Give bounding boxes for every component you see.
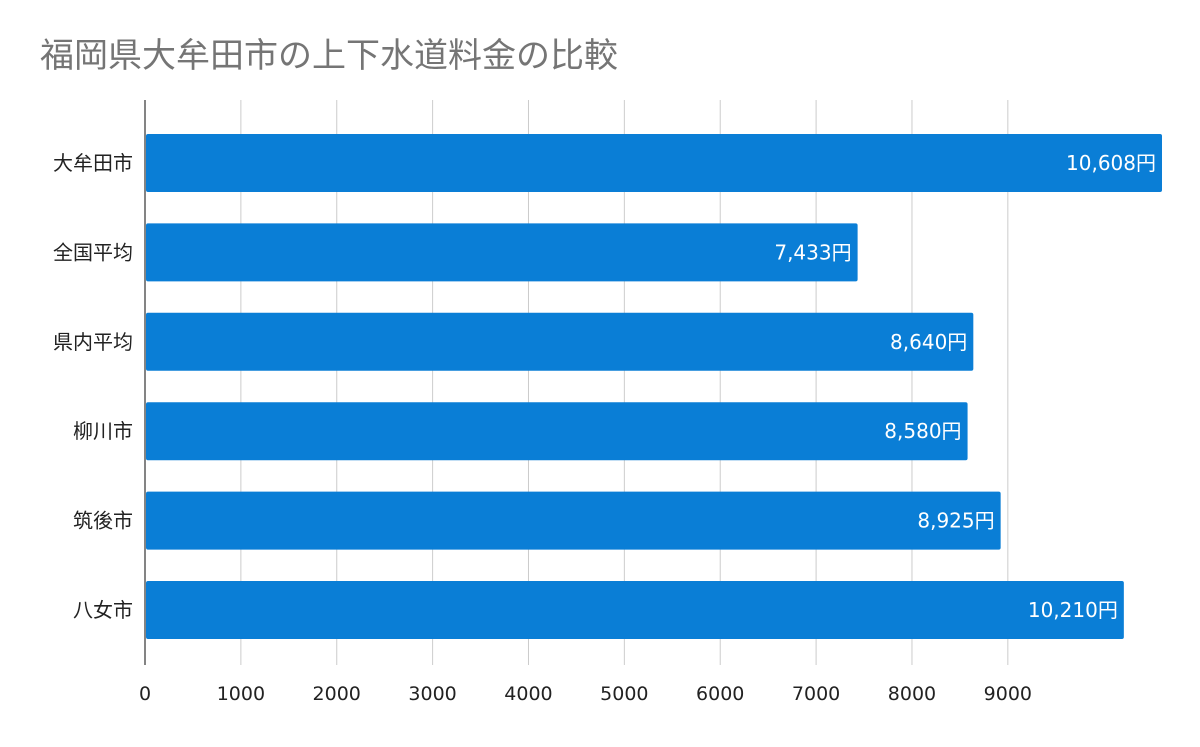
data-label: 10,608円 [1066, 151, 1156, 175]
bar [146, 223, 858, 282]
bar [146, 491, 1001, 550]
x-tick-label: 1000 [217, 683, 265, 705]
x-tick-label: 3000 [408, 683, 456, 705]
x-tick-label: 9000 [984, 683, 1032, 705]
bar [146, 312, 974, 371]
category-label: 大牟田市 [53, 151, 133, 175]
x-tick-label: 6000 [696, 683, 744, 705]
bar [146, 581, 1124, 639]
x-tick-label: 2000 [313, 683, 361, 705]
data-label: 7,433円 [774, 240, 851, 264]
data-label: 8,925円 [917, 509, 994, 533]
category-label: 柳川市 [73, 419, 133, 443]
category-label: 筑後市 [73, 509, 133, 533]
x-tick-label: 5000 [600, 683, 648, 705]
x-tick-label: 8000 [888, 683, 936, 705]
category-label: 県内平均 [53, 330, 133, 354]
bar [146, 402, 968, 461]
chart-title: 福岡県大牟田市の上下水道料金の比較 [40, 36, 618, 76]
data-label: 8,640円 [890, 330, 967, 354]
category-label: 全国平均 [53, 240, 133, 264]
x-tick-label: 0 [139, 683, 151, 705]
data-label: 10,210円 [1028, 598, 1118, 622]
category-label: 八女市 [73, 598, 133, 622]
x-tick-label: 4000 [504, 683, 552, 705]
data-label: 8,580円 [884, 419, 961, 443]
bar [146, 134, 1162, 192]
x-tick-label: 7000 [792, 683, 840, 705]
